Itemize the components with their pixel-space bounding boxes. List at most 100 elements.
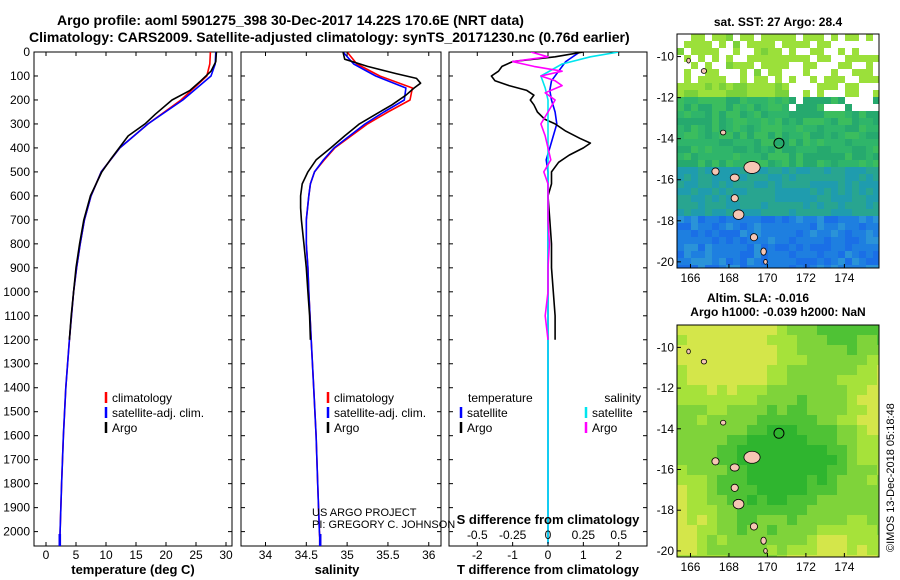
- map-cell: [705, 76, 713, 84]
- map-cell: [757, 515, 768, 526]
- map-cell: [747, 188, 755, 196]
- map-cell: [698, 118, 706, 126]
- map-cell: [707, 525, 718, 536]
- map-cell: [824, 237, 832, 245]
- map-cell: [817, 55, 825, 63]
- map-cell: [807, 465, 818, 476]
- map-cell: [797, 535, 808, 546]
- map-cell: [747, 62, 755, 70]
- map-cell: [767, 385, 778, 396]
- depth-tick-label: 700: [10, 213, 30, 227]
- map-cell: [796, 202, 804, 210]
- map-cell: [857, 405, 868, 416]
- map-cell: [717, 475, 728, 486]
- map-cell: [782, 48, 790, 56]
- map-cell: [859, 195, 867, 203]
- map-cell: [705, 209, 713, 217]
- island-shape: [686, 348, 691, 355]
- island-shape: [730, 194, 739, 203]
- map-cell: [873, 139, 879, 147]
- x-tick-label: 35.5: [376, 548, 400, 562]
- map-cell: [873, 104, 879, 112]
- map-cell: [810, 230, 818, 238]
- map-cell: [852, 195, 860, 203]
- map-cell: [719, 76, 727, 84]
- map-cell: [733, 48, 741, 56]
- map-cell: [737, 415, 748, 426]
- map-cell: [775, 83, 783, 91]
- map-cell: [697, 545, 708, 556]
- map-cell: [873, 230, 879, 238]
- map-cell: [807, 325, 818, 336]
- map-cell: [817, 97, 825, 105]
- x-tick-label: -2: [472, 548, 483, 562]
- map-cell: [691, 265, 699, 268]
- map-cell: [777, 375, 788, 386]
- map-cell: [817, 41, 825, 49]
- map-cell: [810, 146, 818, 154]
- map-cell: [737, 325, 748, 336]
- map-cell: [705, 97, 713, 105]
- map-cell: [859, 69, 867, 77]
- map-cell: [677, 465, 688, 476]
- map-cell: [691, 139, 699, 147]
- map-cell: [691, 251, 699, 259]
- map-cell: [767, 345, 778, 356]
- map-cell: [712, 216, 720, 224]
- map-cell: [837, 475, 848, 486]
- map-cell: [705, 153, 713, 161]
- map-cell: [859, 104, 867, 112]
- map-cell: [817, 515, 828, 526]
- map-cell: [747, 525, 758, 536]
- map-cell: [712, 258, 720, 266]
- t-difference-xlabel: T difference from climatology: [457, 562, 640, 577]
- map-cell: [775, 244, 783, 252]
- map-cell: [691, 174, 699, 182]
- map-cell: [866, 160, 874, 168]
- map-cell: [719, 195, 727, 203]
- map-cell: [733, 202, 741, 210]
- map-cell: [797, 555, 808, 557]
- map-cell: [852, 244, 860, 252]
- map-cell: [712, 83, 720, 91]
- map-cell: [733, 76, 741, 84]
- map-cell: [803, 111, 811, 119]
- map-cell: [705, 139, 713, 147]
- map-cell: [698, 55, 706, 63]
- map-cell: [691, 76, 699, 84]
- map-cell: [827, 525, 838, 536]
- map-cell: [782, 202, 790, 210]
- map-cell: [747, 55, 755, 63]
- map-cell: [831, 153, 839, 161]
- map-cell: [775, 34, 783, 42]
- map-cell: [740, 104, 748, 112]
- map-cell: [719, 181, 727, 189]
- map-cell: [733, 118, 741, 126]
- map-cell: [852, 90, 860, 98]
- map-cell: [859, 146, 867, 154]
- map-cell: [684, 188, 692, 196]
- map-cell: [817, 335, 828, 346]
- map-cell: [726, 209, 734, 217]
- map-cell: [873, 69, 879, 77]
- title-line-1: Argo profile: aoml 5901275_398 30-Dec-20…: [57, 12, 524, 28]
- map-cell: [877, 405, 879, 416]
- map-cell: [767, 465, 778, 476]
- map-cell: [707, 485, 718, 496]
- map-cell: [852, 83, 860, 91]
- map-cell: [705, 216, 713, 224]
- map-cell: [859, 55, 867, 63]
- map-cell: [726, 41, 734, 49]
- map-cell: [852, 146, 860, 154]
- island-shape: [729, 173, 740, 182]
- map-cell: [803, 76, 811, 84]
- map-cell: [677, 76, 685, 84]
- map-cell: [727, 335, 738, 346]
- map-cell: [789, 146, 797, 154]
- map-cell: [677, 230, 685, 238]
- map-cell: [697, 435, 708, 446]
- map-cell: [831, 258, 839, 266]
- island-shape: [749, 233, 758, 242]
- map-cell: [747, 251, 755, 259]
- map-cell: [852, 265, 860, 268]
